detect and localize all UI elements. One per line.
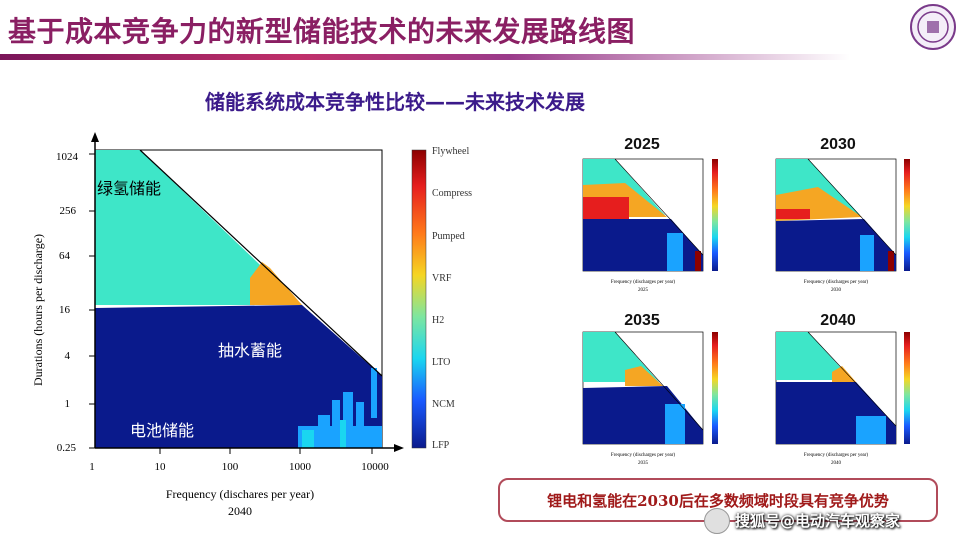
svg-text:Frequency (discharges per year: Frequency (discharges per year) [611,453,676,458]
vrf-region [250,262,302,305]
x-tick: 10000 [361,461,389,473]
legend-entry: NCM [432,399,455,410]
hydrogen-label: 绿氢储能 [97,179,161,198]
mini-chart-title-2040: 2040 [820,312,856,329]
hydrogen-region [95,150,302,305]
y-tick: 256 [60,205,77,217]
y-tick: 64 [59,250,71,262]
y-tick: 1024 [56,151,79,163]
legend-entry: H2 [432,315,444,326]
title-underline [0,54,850,60]
x-axis-arrow-icon [394,444,404,452]
main-cost-competitiveness-chart: 0.25 1 4 16 64 256 1024 1 10 100 1000 10… [31,132,472,518]
x-tick: 10 [155,461,167,473]
x-tick: 1 [89,461,95,473]
conclusion-text: 锂电和氢能在2030后在多数频域时段具有竞争优势 [547,491,889,510]
ncm-strip [371,368,377,418]
mini-chart-title-2035: 2035 [624,312,660,329]
pumped-hydro-label: 抽水蓄能 [218,341,282,360]
lto-region [302,420,346,448]
cost-boundary-line [139,149,383,377]
watermark-text: 搜狐号@电动汽车观察家 [735,512,901,530]
mini-chart-title-2025: 2025 [624,136,660,153]
battery-label: 电池储能 [130,421,194,440]
y-tick: 1 [65,398,71,410]
lfp-region [95,305,382,448]
legend-entry: Flywheel [432,146,469,157]
mini-caption: 2035 [638,461,649,466]
legend-entry: VRF [432,273,452,284]
legend-entry: Compress [432,188,472,199]
slide-subtitle: 储能系统成本竞争性比较——未来技术发展 [205,90,585,114]
sohu-avatar-icon [704,508,730,534]
x-tick: 1000 [289,461,312,473]
svg-text:Frequency (discharges per year: Frequency (discharges per year) [804,453,869,458]
x-axis-label: Frequency (dischares per year) [166,487,314,501]
legend-entry: LTO [432,357,450,368]
mini-chart-2040: Frequency (discharges per year) 2040 [775,331,910,466]
slide-title: 基于成本竞争力的新型储能技术的未来发展路线图 [8,15,636,48]
mini-chart-2035: Frequency (discharges per year) 2035 [582,331,718,466]
legend-entry: Pumped [432,231,465,242]
mini-caption: 2025 [638,288,649,293]
x-tick: 100 [222,461,239,473]
y-tick: 4 [65,350,71,362]
y-axis-label: Durations (hours per discharge) [31,234,45,386]
mini-caption: 2030 [831,288,842,293]
svg-text:Frequency (discharges per year: Frequency (discharges per year) [611,280,676,285]
mini-chart-title-2030: 2030 [820,136,856,153]
svg-text:Frequency (discharges per year: Frequency (discharges per year) [804,280,869,285]
mini-chart-2030: Frequency (discharges per year) 2030 [775,158,910,293]
mini-caption: 2040 [831,461,842,466]
y-tick: 16 [59,304,71,316]
legend-entry: LFP [432,440,450,451]
university-seal-icon [910,4,956,50]
y-tick: 0.25 [57,442,77,454]
y-axis-arrow-icon [91,132,99,142]
colorbar [411,149,427,449]
mini-chart-2025: Frequency (discharges per year) 2025 [582,158,718,293]
chart-year-label: 2040 [228,504,252,518]
